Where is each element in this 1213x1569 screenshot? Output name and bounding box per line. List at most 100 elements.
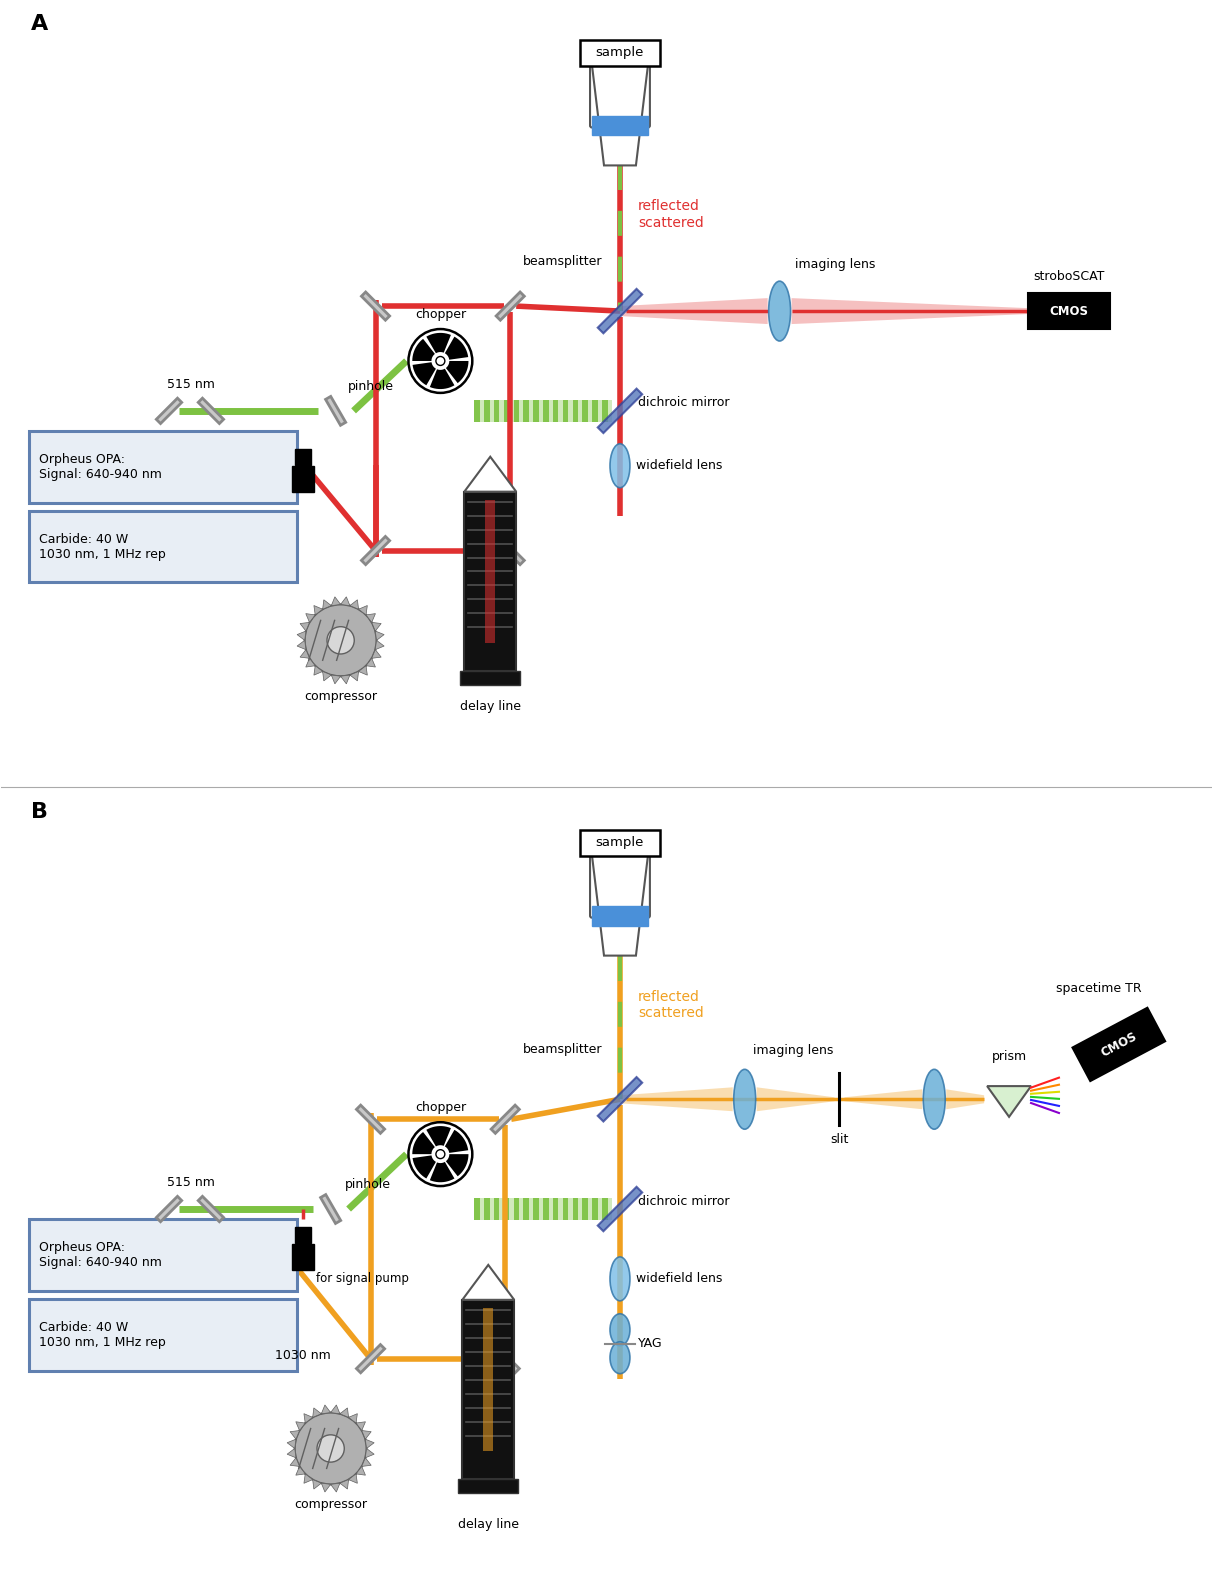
Text: sample: sample bbox=[596, 836, 644, 849]
Polygon shape bbox=[321, 1404, 331, 1414]
FancyBboxPatch shape bbox=[524, 400, 529, 422]
Text: widefield lens: widefield lens bbox=[636, 460, 722, 472]
FancyBboxPatch shape bbox=[602, 1199, 608, 1221]
Circle shape bbox=[304, 604, 376, 676]
FancyBboxPatch shape bbox=[534, 400, 539, 422]
Circle shape bbox=[409, 329, 472, 392]
FancyBboxPatch shape bbox=[459, 1480, 518, 1494]
Polygon shape bbox=[446, 1155, 468, 1177]
FancyBboxPatch shape bbox=[494, 400, 500, 422]
Ellipse shape bbox=[923, 1070, 945, 1130]
Text: beamsplitter: beamsplitter bbox=[523, 254, 602, 268]
Ellipse shape bbox=[769, 281, 791, 340]
Text: delay line: delay line bbox=[460, 700, 520, 714]
FancyBboxPatch shape bbox=[484, 1199, 490, 1221]
FancyBboxPatch shape bbox=[474, 400, 613, 422]
Polygon shape bbox=[313, 1480, 321, 1489]
Text: compressor: compressor bbox=[294, 1498, 368, 1511]
Text: Carbide: 40 W
1030 nm, 1 MHz rep: Carbide: 40 W 1030 nm, 1 MHz rep bbox=[39, 532, 166, 560]
Polygon shape bbox=[349, 599, 359, 609]
FancyBboxPatch shape bbox=[474, 1199, 613, 1221]
Polygon shape bbox=[348, 1473, 358, 1483]
FancyBboxPatch shape bbox=[573, 400, 579, 422]
Polygon shape bbox=[297, 640, 306, 650]
Text: spacetime TR: spacetime TR bbox=[1057, 982, 1141, 995]
Polygon shape bbox=[357, 1105, 385, 1133]
Polygon shape bbox=[321, 1483, 331, 1492]
Polygon shape bbox=[426, 333, 451, 353]
Polygon shape bbox=[361, 292, 389, 320]
Text: pinhole: pinhole bbox=[348, 380, 393, 392]
FancyBboxPatch shape bbox=[485, 499, 495, 643]
Ellipse shape bbox=[610, 1257, 630, 1301]
Text: Orpheus OPA:
Signal: 640-940 nm: Orpheus OPA: Signal: 640-940 nm bbox=[39, 1241, 163, 1269]
Polygon shape bbox=[496, 537, 524, 565]
Polygon shape bbox=[792, 298, 1027, 325]
Polygon shape bbox=[598, 389, 642, 433]
Text: prism: prism bbox=[991, 1050, 1026, 1064]
Polygon shape bbox=[313, 1407, 321, 1417]
Polygon shape bbox=[361, 1458, 371, 1467]
Ellipse shape bbox=[610, 1341, 630, 1373]
Text: CMOS: CMOS bbox=[1099, 1029, 1139, 1059]
Polygon shape bbox=[375, 640, 385, 650]
Polygon shape bbox=[357, 1467, 365, 1475]
Polygon shape bbox=[320, 1194, 341, 1224]
Text: CMOS: CMOS bbox=[1049, 304, 1088, 317]
Polygon shape bbox=[491, 1345, 519, 1373]
FancyBboxPatch shape bbox=[295, 449, 311, 464]
Polygon shape bbox=[348, 1414, 358, 1423]
Polygon shape bbox=[620, 1087, 733, 1111]
FancyBboxPatch shape bbox=[462, 1299, 514, 1480]
Text: chopper: chopper bbox=[415, 1101, 466, 1114]
FancyBboxPatch shape bbox=[563, 1199, 568, 1221]
Polygon shape bbox=[290, 1431, 300, 1439]
FancyBboxPatch shape bbox=[573, 1199, 579, 1221]
Text: for signal pump: for signal pump bbox=[315, 1272, 409, 1285]
Ellipse shape bbox=[734, 1070, 756, 1130]
FancyBboxPatch shape bbox=[461, 672, 520, 686]
Polygon shape bbox=[198, 1196, 223, 1222]
Text: dichroic mirror: dichroic mirror bbox=[638, 1194, 729, 1208]
Polygon shape bbox=[359, 665, 368, 675]
FancyBboxPatch shape bbox=[291, 466, 314, 491]
Polygon shape bbox=[598, 1186, 642, 1232]
Text: compressor: compressor bbox=[304, 690, 377, 703]
Polygon shape bbox=[331, 1483, 340, 1492]
FancyBboxPatch shape bbox=[524, 1199, 529, 1221]
Ellipse shape bbox=[610, 1313, 630, 1346]
FancyBboxPatch shape bbox=[590, 64, 650, 127]
FancyBboxPatch shape bbox=[474, 400, 479, 422]
Text: imaging lens: imaging lens bbox=[795, 259, 875, 271]
Polygon shape bbox=[323, 672, 331, 681]
FancyBboxPatch shape bbox=[592, 400, 598, 422]
Polygon shape bbox=[429, 369, 455, 389]
FancyBboxPatch shape bbox=[465, 491, 517, 672]
FancyBboxPatch shape bbox=[553, 1199, 558, 1221]
Polygon shape bbox=[1072, 1007, 1166, 1081]
Circle shape bbox=[317, 1434, 344, 1462]
Text: reflected
scattered: reflected scattered bbox=[638, 199, 704, 229]
Polygon shape bbox=[371, 623, 381, 631]
Polygon shape bbox=[620, 298, 768, 325]
FancyBboxPatch shape bbox=[582, 1199, 588, 1221]
FancyBboxPatch shape bbox=[503, 1199, 509, 1221]
FancyBboxPatch shape bbox=[484, 400, 490, 422]
FancyBboxPatch shape bbox=[513, 1199, 519, 1221]
Polygon shape bbox=[365, 1448, 374, 1458]
Polygon shape bbox=[300, 623, 309, 631]
Text: A: A bbox=[32, 14, 49, 33]
Text: slit: slit bbox=[830, 1133, 849, 1147]
Polygon shape bbox=[412, 339, 435, 361]
FancyBboxPatch shape bbox=[483, 1309, 494, 1451]
Text: widefield lens: widefield lens bbox=[636, 1272, 722, 1285]
Polygon shape bbox=[287, 1448, 296, 1458]
FancyBboxPatch shape bbox=[29, 431, 297, 502]
Polygon shape bbox=[426, 1127, 451, 1147]
Polygon shape bbox=[446, 361, 468, 383]
FancyBboxPatch shape bbox=[582, 400, 588, 422]
FancyBboxPatch shape bbox=[543, 400, 548, 422]
Polygon shape bbox=[844, 1089, 922, 1109]
Polygon shape bbox=[156, 1196, 182, 1222]
Polygon shape bbox=[412, 1155, 435, 1178]
